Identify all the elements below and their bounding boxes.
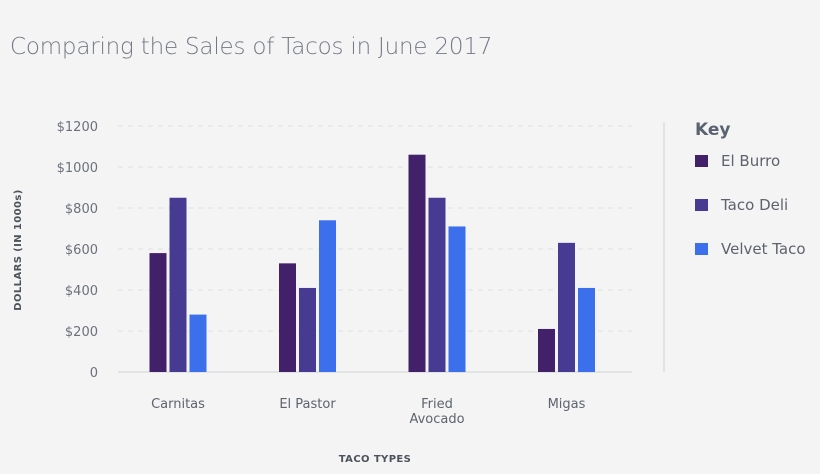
legend-swatch	[695, 155, 708, 167]
bar-taco-deli	[299, 287, 316, 372]
y-tick-label: 0	[90, 366, 98, 381]
x-tick-label: El Pastor	[279, 397, 336, 412]
x-tick-label: Migas	[548, 397, 586, 412]
chart-title: Comparing the Sales of Tacos in June 201…	[10, 34, 493, 60]
bar-el-burro	[538, 328, 555, 372]
legend-label: Velvet Taco	[721, 240, 806, 258]
x-tick-label: Fried Avocado	[409, 397, 464, 427]
legend-label: Taco Deli	[720, 196, 788, 214]
legend-label: El Burro	[721, 152, 780, 170]
x-tick-label-line: Avocado	[409, 412, 464, 427]
bar-velvet-taco	[578, 287, 595, 372]
x-tick-label: Carnitas	[151, 397, 205, 412]
y-tick-label: $1000	[57, 161, 98, 176]
bar-el-burro	[408, 154, 426, 372]
x-tick-label-line: El Pastor	[279, 397, 336, 412]
y-tick-label: $400	[65, 284, 98, 299]
x-tick-label-line: Carnitas	[151, 397, 205, 412]
bar-velvet-taco	[189, 314, 207, 372]
x-tick-label-line: Migas	[548, 397, 586, 412]
y-tick-label: $800	[65, 202, 98, 217]
bar-taco-deli	[428, 197, 446, 372]
x-axis-label: TACO TYPES	[339, 454, 412, 465]
bar-velvet-taco	[319, 220, 336, 372]
bar-taco-deli	[169, 197, 187, 372]
legend-swatch	[695, 199, 708, 211]
y-tick-label: $1200	[57, 120, 98, 135]
legend-swatch	[695, 243, 708, 255]
bar-taco-deli	[558, 242, 575, 372]
y-tick-label: $600	[65, 243, 98, 258]
legend-title: Key	[695, 120, 731, 140]
x-tick-label-line: Fried	[421, 397, 453, 412]
y-tick-label: $200	[65, 325, 98, 340]
y-axis-label: DOLLARS (IN 1000s)	[13, 189, 24, 310]
bar-el-burro	[279, 263, 296, 372]
bar-velvet-taco	[448, 226, 466, 372]
bar-el-burro	[149, 253, 167, 372]
